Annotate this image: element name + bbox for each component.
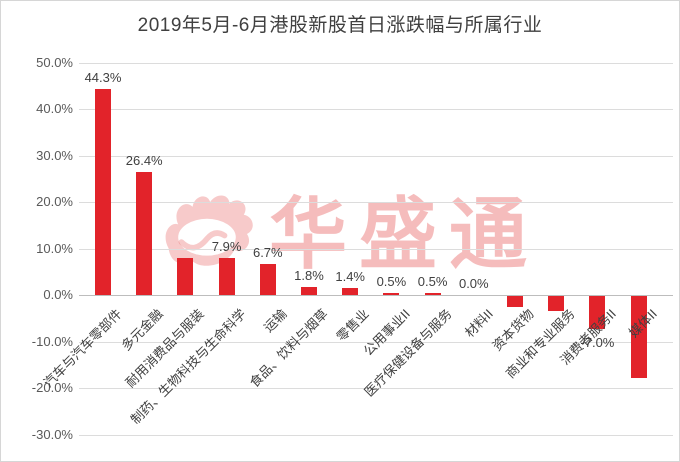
bar (630, 296, 647, 378)
y-axis-tick: 30.0% (36, 147, 73, 163)
bar-value-label: -7.0% (580, 334, 615, 350)
bar (507, 296, 523, 308)
bar (218, 258, 235, 295)
bar-value-label: 6.7% (252, 244, 283, 260)
bar-value-label: 1.8% (294, 267, 324, 283)
y-axis-tick: 20.0% (36, 194, 73, 209)
y-axis-tick: -10.0% (31, 333, 73, 349)
bar (136, 172, 153, 295)
y-axis-tick: -20.0% (31, 380, 73, 395)
bar (383, 292, 400, 295)
bar-value-label: 1.4% (335, 269, 365, 285)
bar (301, 286, 317, 295)
gridline (79, 62, 673, 64)
bar-value-label: 0.5% (376, 273, 407, 289)
watermark-text: 华盛通 (268, 190, 539, 278)
bar (548, 296, 565, 311)
bar (95, 89, 111, 295)
bar-value-label: 44.3% (84, 70, 122, 85)
gridline (79, 109, 673, 110)
bar-value-label: 26.4% (125, 153, 163, 169)
gridline (79, 248, 673, 250)
y-axis-tick: 0.0% (43, 287, 73, 302)
chart-title: 2019年5月-6月港股新股首日涨跌幅与所属行业 (137, 15, 543, 36)
y-axis-tick: 50.0% (36, 54, 73, 70)
gridline (79, 155, 673, 157)
bar (424, 292, 441, 295)
category-label: 运输 (260, 306, 290, 336)
bar (342, 288, 359, 295)
bar-value-label: 7.9% (211, 239, 242, 255)
flame-icon (165, 195, 253, 266)
gridline (79, 434, 673, 436)
gridline (79, 388, 673, 389)
bar (589, 296, 606, 329)
gridline (79, 341, 673, 343)
y-axis-tick: -30.0% (31, 426, 73, 442)
bar (177, 258, 194, 295)
bar (259, 263, 276, 295)
x-axis-line (79, 295, 673, 296)
y-axis-tick: 10.0% (36, 240, 73, 256)
gridline (79, 202, 673, 203)
y-axis-tick: 40.0% (36, 101, 73, 116)
bar-value-label: 0.0% (458, 276, 489, 291)
bar-value-label: 0.5% (417, 273, 448, 289)
